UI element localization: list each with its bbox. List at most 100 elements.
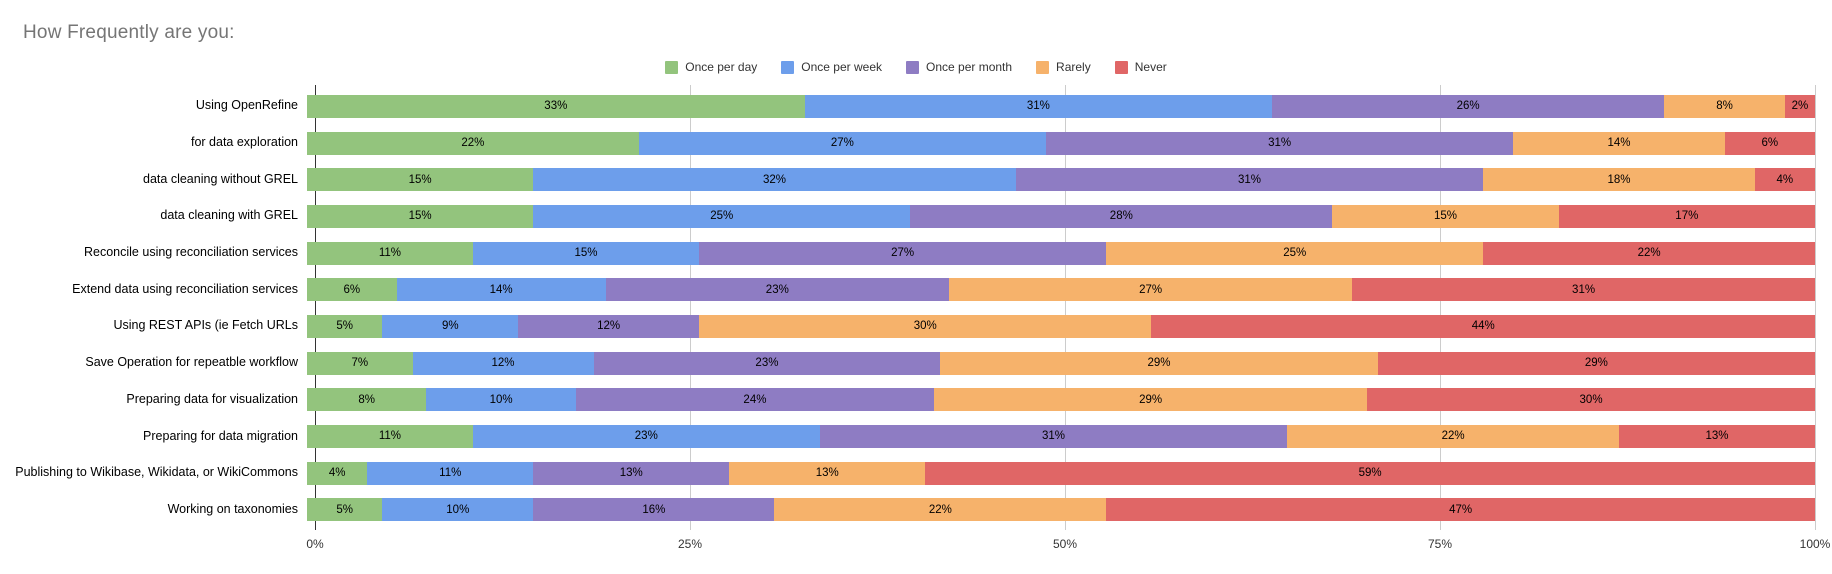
segment-value-label: 22% <box>1441 430 1465 443</box>
bar-segment-never: 44% <box>1151 314 1815 338</box>
segment-value-label: 10% <box>446 503 470 516</box>
chart-row: Working on taxonomies 5% 10% 16% 22% 47% <box>0 491 1832 528</box>
segment-value-label: 25% <box>1283 247 1307 260</box>
segment-value-label: 23% <box>634 430 658 443</box>
segment-value-label: 15% <box>408 173 432 186</box>
category-label: Reconcile using reconciliation services <box>84 245 298 260</box>
bar-segment-once-per-week: 10% <box>382 498 534 522</box>
bar-segment-once-per-day: 5% <box>307 498 383 522</box>
bar-segment-never: 17% <box>1558 204 1815 228</box>
bar-segment-once-per-week: 25% <box>533 204 911 228</box>
x-axis-tick-label: 25% <box>677 537 703 551</box>
gridline <box>689 85 691 530</box>
segment-value-label: 26% <box>1456 100 1480 113</box>
x-axis: 0% 25% 50% 75% 100% <box>306 537 1830 555</box>
category-label: Preparing for data migration <box>143 428 298 443</box>
bar-segment-once-per-day: 11% <box>307 241 473 265</box>
bar-segment-once-per-day: 7% <box>307 351 413 375</box>
bar-segment-once-per-week: 10% <box>426 388 576 412</box>
category-label: Preparing data for visualization <box>126 391 298 406</box>
category-label: Publishing to Wikibase, Wikidata, or Wik… <box>15 465 298 480</box>
segment-value-label: 44% <box>1471 320 1495 333</box>
bar-segment-once-per-month: 26% <box>1272 94 1665 118</box>
bar-segment-rarely: 29% <box>940 351 1378 375</box>
chart-row: Reconcile using reconciliation services 1… <box>0 235 1832 272</box>
stacked-bar: 8% 10% 24% 29% 30% <box>307 388 1816 412</box>
segment-value-label: 30% <box>1579 393 1603 406</box>
x-axis-tick-label: 0% <box>306 537 324 551</box>
bar-segment-rarely: 22% <box>774 498 1107 522</box>
category-label: data cleaning with GREL <box>160 208 298 223</box>
chart-row: data cleaning without GREL 15% 32% 31% 18% 4% <box>0 161 1832 198</box>
segment-value-label: 11% <box>378 247 402 260</box>
stacked-bar: 33% 31% 26% 8% 2% <box>307 94 1815 118</box>
bar-segment-rarely: 30% <box>699 314 1152 338</box>
stacked-bar: 6% 14% 23% 27% 31% <box>307 278 1815 302</box>
legend-item: Once per week <box>781 60 882 74</box>
chart-row: Preparing data for visualization 8% 10% 24%… <box>0 381 1832 418</box>
segment-value-label: 13% <box>619 467 643 480</box>
stacked-bar: 11% 23% 31% 22% 13% <box>307 424 1816 448</box>
bar-segment-once-per-day: 5% <box>307 314 383 338</box>
chart-row: Extend data using reconciliation service… <box>0 271 1832 308</box>
bar-segment-once-per-month: 28% <box>910 204 1333 228</box>
legend-swatch-icon <box>665 60 679 74</box>
chart-row: Save Operation for repeatble workflow 7% 1… <box>0 345 1832 382</box>
bar-segment-never: 31% <box>1352 278 1815 302</box>
x-axis-tick-label: 75% <box>1427 537 1453 551</box>
bar-segment-never: 2% <box>1784 94 1815 118</box>
stacked-bar: 22% 27% 31% 14% 6% <box>307 131 1816 155</box>
bar-segment-never: 13% <box>1618 424 1816 448</box>
segment-value-label: 25% <box>710 210 734 223</box>
bar-segment-once-per-day: 4% <box>307 461 368 485</box>
segment-value-label: 10% <box>489 393 513 406</box>
segment-value-label: 29% <box>1147 357 1171 370</box>
bar-segment-once-per-week: 32% <box>533 168 1016 192</box>
legend-label: Once per day <box>685 60 758 74</box>
segment-value-label: 13% <box>815 467 839 480</box>
legend-label: Once per month <box>926 60 1013 74</box>
segment-value-label: 15% <box>408 210 432 223</box>
segment-value-label: 23% <box>755 357 779 370</box>
segment-value-label: 31% <box>1041 430 1065 443</box>
legend-swatch-icon <box>1114 60 1128 74</box>
segment-value-label: 4% <box>328 467 346 480</box>
chart-row: Using OpenRefine 33% 31% 26% 8% 2% <box>0 88 1832 125</box>
bar-segment-once-per-day: 15% <box>307 204 534 228</box>
bar-segment-once-per-week: 15% <box>472 241 700 265</box>
segment-value-label: 27% <box>830 137 854 149</box>
bar-segment-never: 6% <box>1724 131 1816 155</box>
bar-segment-once-per-week: 14% <box>396 278 606 302</box>
segment-value-label: 59% <box>1358 467 1382 480</box>
bar-segment-once-per-month: 31% <box>1015 168 1484 192</box>
segment-value-label: 29% <box>1584 357 1608 370</box>
bar-segment-once-per-week: 27% <box>638 131 1046 155</box>
segment-value-label: 29% <box>1139 393 1163 406</box>
category-label: Extend data using reconciliation service… <box>72 281 298 296</box>
gridline <box>1439 85 1441 530</box>
segment-value-label: 18% <box>1607 173 1631 186</box>
segment-value-label: 15% <box>1434 210 1458 223</box>
segment-value-label: 2% <box>1791 100 1809 113</box>
segment-value-label: 22% <box>461 137 485 149</box>
bar-segment-once-per-day: 15% <box>307 168 534 192</box>
bar-segment-rarely: 15% <box>1332 204 1559 228</box>
chart-row: data cleaning with GREL 15% 25% 28% 15% 17% <box>0 198 1832 235</box>
bar-segment-rarely: 29% <box>934 388 1368 412</box>
bar-segment-rarely: 14% <box>1513 131 1725 155</box>
stacked-bar: 11% 15% 27% 25% 22% <box>307 241 1815 265</box>
segment-value-label: 8% <box>358 393 376 406</box>
segment-value-label: 31% <box>1268 137 1292 149</box>
segment-value-label: 14% <box>489 283 513 296</box>
segment-value-label: 31% <box>1237 173 1262 186</box>
segment-value-label: 15% <box>574 247 598 260</box>
segment-value-label: 13% <box>1705 430 1729 443</box>
segment-value-label: 47% <box>1449 503 1473 516</box>
segment-value-label: 28% <box>1109 210 1133 223</box>
category-label: data cleaning without GREL <box>143 171 298 186</box>
legend-item: Never <box>1114 60 1167 74</box>
bar-segment-rarely: 25% <box>1106 241 1484 265</box>
category-label: Using OpenRefine <box>195 98 298 113</box>
segment-value-label: 27% <box>891 247 915 260</box>
